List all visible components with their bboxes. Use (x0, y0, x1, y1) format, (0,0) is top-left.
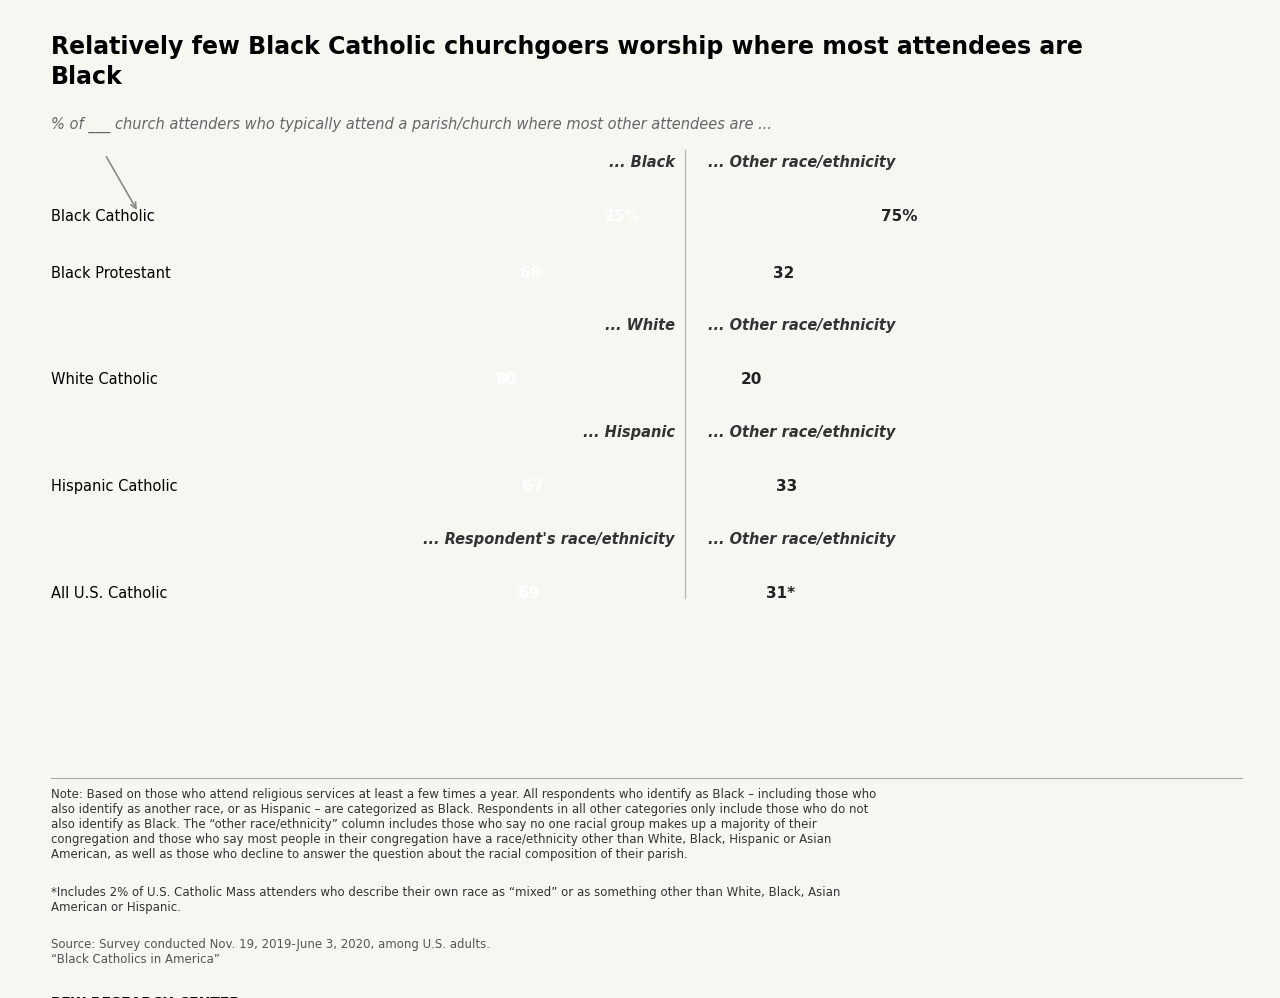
Text: ... Other race/ethnicity: ... Other race/ethnicity (708, 532, 895, 547)
Text: ... Other race/ethnicity: ... Other race/ethnicity (708, 155, 895, 170)
Text: 75%: 75% (881, 209, 918, 224)
Text: 33: 33 (776, 479, 797, 494)
Text: ... Respondent's race/ethnicity: ... Respondent's race/ethnicity (424, 532, 675, 547)
Text: White Catholic: White Catholic (51, 372, 157, 387)
Text: ... Black: ... Black (608, 155, 675, 170)
Text: 32: 32 (773, 265, 795, 280)
Text: Note: Based on those who attend religious services at least a few times a year. : Note: Based on those who attend religiou… (51, 788, 877, 861)
Text: 67: 67 (522, 479, 544, 494)
Text: 68: 68 (520, 265, 541, 280)
Text: Relatively few Black Catholic churchgoers worship where most attendees are
Black: Relatively few Black Catholic churchgoer… (51, 35, 1083, 89)
Text: ... Hispanic: ... Hispanic (582, 425, 675, 440)
Text: Black Catholic: Black Catholic (51, 209, 155, 224)
Text: PEW RESEARCH CENTER: PEW RESEARCH CENTER (51, 996, 241, 998)
Text: 80: 80 (495, 372, 516, 387)
Text: 69: 69 (518, 586, 539, 601)
Text: % of ___ church attenders who typically attend a parish/church where most other : % of ___ church attenders who typically … (51, 117, 772, 133)
Text: All U.S. Catholic: All U.S. Catholic (51, 586, 168, 601)
Text: ... Other race/ethnicity: ... Other race/ethnicity (708, 425, 895, 440)
Text: 31*: 31* (767, 586, 795, 601)
Text: 25%: 25% (603, 209, 640, 224)
Text: *Includes 2% of U.S. Catholic Mass attenders who describe their own race as “mix: *Includes 2% of U.S. Catholic Mass atten… (51, 886, 841, 914)
Text: Hispanic Catholic: Hispanic Catholic (51, 479, 178, 494)
Text: ... Other race/ethnicity: ... Other race/ethnicity (708, 318, 895, 333)
Text: 20: 20 (741, 372, 762, 387)
Text: ... White: ... White (604, 318, 675, 333)
Text: Black Protestant: Black Protestant (51, 265, 172, 280)
Text: Source: Survey conducted Nov. 19, 2019-June 3, 2020, among U.S. adults.
“Black C: Source: Survey conducted Nov. 19, 2019-J… (51, 938, 490, 966)
